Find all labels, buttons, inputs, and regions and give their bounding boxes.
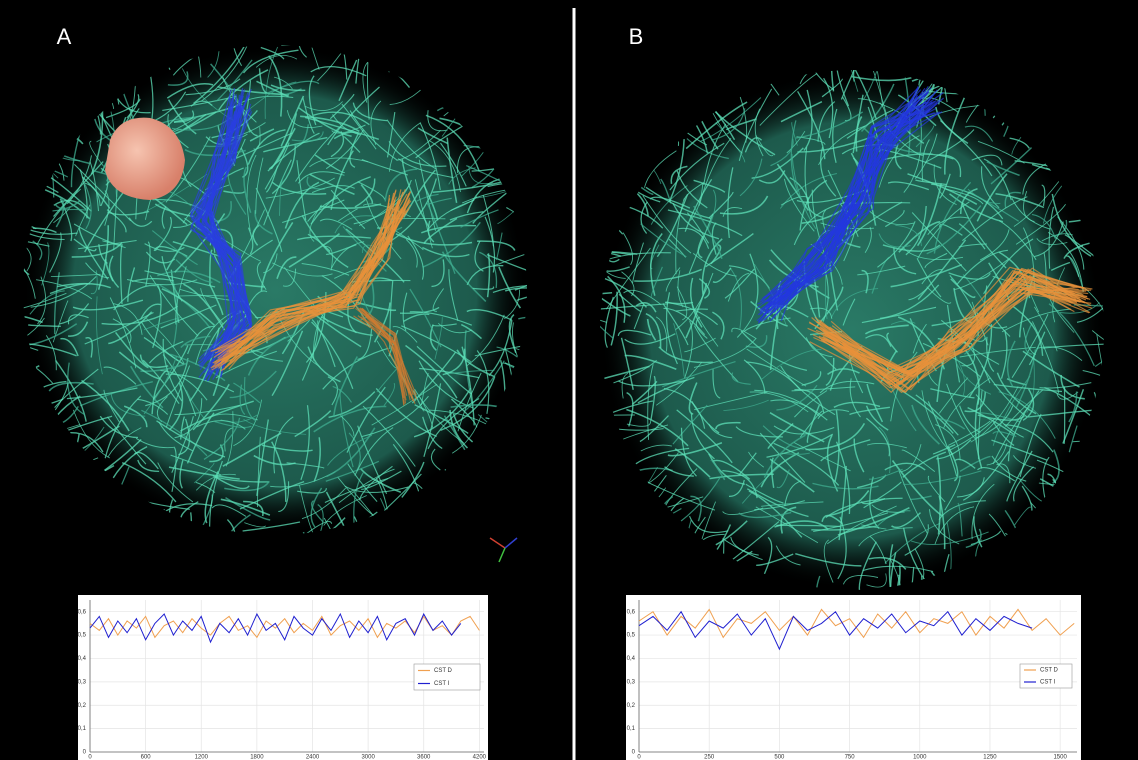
figure: A B 00,10,20,30,40,50,606001200180024003… — [0, 0, 1138, 760]
chart: 00,10,20,30,40,50,6060012001800240030003… — [78, 595, 488, 760]
legend-label: CST I — [434, 681, 450, 687]
chart-background — [626, 595, 1081, 760]
x-tick-label: 250 — [704, 755, 715, 760]
y-tick-label: 0,6 — [78, 609, 87, 615]
x-tick-label: 1200 — [195, 755, 209, 760]
page: A B 00,10,20,30,40,50,606001200180024003… — [0, 0, 1138, 760]
x-tick-label: 3000 — [361, 755, 375, 760]
y-tick-label: 0,3 — [78, 679, 87, 685]
y-tick-label: 0,1 — [78, 726, 87, 732]
x-tick-label: 750 — [845, 755, 856, 760]
y-tick-label: 0,1 — [627, 726, 636, 732]
x-tick-label: 1000 — [913, 755, 927, 760]
panel-label: A — [57, 24, 72, 49]
y-tick-label: 0,5 — [78, 633, 87, 639]
y-tick-label: 0,2 — [627, 703, 636, 709]
x-tick-label: 500 — [774, 755, 785, 760]
y-tick-label: 0,5 — [627, 633, 636, 639]
x-tick-label: 4200 — [473, 755, 487, 760]
legend-label: CST D — [434, 668, 453, 674]
panel-label: B — [629, 24, 644, 49]
legend-label: CST D — [1040, 668, 1059, 674]
y-tick-label: 0,6 — [627, 609, 636, 615]
x-tick-label: 600 — [141, 755, 152, 760]
y-tick-label: 0,3 — [627, 679, 636, 685]
x-tick-label: 3600 — [417, 755, 431, 760]
y-tick-label: 0,2 — [78, 703, 87, 709]
chart: 00,10,20,30,40,50,6025050075010001250150… — [626, 595, 1081, 760]
x-tick-label: 1800 — [250, 755, 264, 760]
x-tick-label: 1500 — [1053, 755, 1067, 760]
legend-label: CST I — [1040, 680, 1056, 686]
x-tick-label: 2400 — [306, 755, 320, 760]
y-tick-label: 0,4 — [627, 656, 636, 662]
y-tick-label: 0,4 — [78, 656, 87, 662]
x-tick-label: 1250 — [983, 755, 997, 760]
